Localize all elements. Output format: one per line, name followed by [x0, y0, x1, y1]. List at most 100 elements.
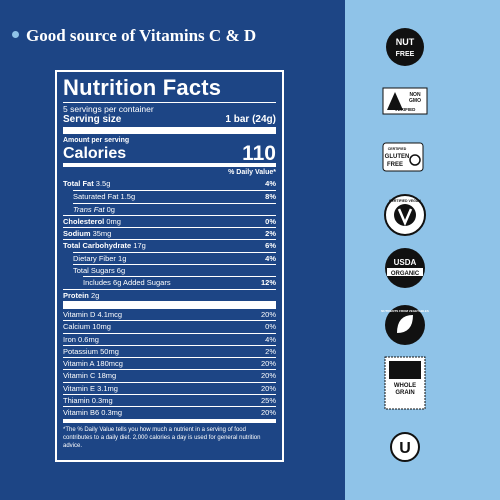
nutrient-name: Vitamin C — [63, 371, 96, 381]
nutrient-name: Vitamin D — [63, 309, 96, 319]
nutrient-row: Thiamin 0.3mg 25% — [63, 394, 276, 406]
nutrient: Protein 2g — [63, 290, 99, 301]
nutrient-name: Saturated Fat — [73, 192, 119, 202]
badge-text: FREE — [387, 162, 403, 168]
nutrient-row: Dietary Fiber 1g 4% — [73, 251, 276, 264]
nutrient-row: Protein 2g — [63, 288, 276, 301]
nutrient-amount: 180mcg — [96, 359, 123, 369]
badge-text: GLUTEN — [385, 154, 410, 160]
badge-text: U — [399, 440, 411, 457]
nutrient-row: Cholesterol 0mg 0% — [63, 214, 276, 227]
nutrient-amount: 3.5g — [95, 179, 111, 188]
nutrient-name: Total Fat — [63, 179, 94, 188]
nutrient-dv: 4% — [265, 334, 276, 344]
text: Calories — [63, 145, 127, 162]
servings: 5 servings per container — [63, 104, 154, 114]
nutrient: Sodium 35mg — [63, 228, 111, 239]
badge-text: USDA — [394, 258, 417, 267]
nutrient-dv: 8% — [265, 192, 276, 202]
nutrient-row: Calcium 10mg 0% — [63, 320, 276, 332]
nutrient-dv: 4% — [265, 253, 276, 263]
vitamins: Vitamin D 4.1mcg 20% Calcium 10mg 0% Iron 0.… — [63, 307, 276, 419]
nutrient-row: Includes 6g Added Sugars 12% — [83, 276, 276, 288]
nutrient: Calcium 10mg — [63, 321, 111, 332]
nutrient-dv: 20% — [260, 309, 276, 319]
serving-size: Serving size 1 bar (24g) — [63, 114, 276, 127]
icon — [409, 154, 421, 166]
nutrient: Saturated Fat 1.5g — [73, 191, 135, 202]
nutrient-dv: 0% — [265, 216, 276, 226]
band — [387, 268, 423, 276]
nutrient-row: Iron 0.6mg 4% — [63, 332, 276, 345]
nutrient-dv: 0% — [265, 322, 276, 332]
nutrient-amount: 1.5g — [120, 192, 136, 202]
badge-text: FREE — [396, 51, 415, 58]
nutrient-dv: 4% — [265, 179, 276, 188]
icon — [389, 361, 421, 379]
nutrient-amount: 17g — [133, 241, 146, 251]
text: Serving size — [63, 114, 122, 125]
nutrient: Total Carbohydrate 17g — [63, 240, 146, 251]
bullet-text: Good source of Vitamins C & D — [26, 26, 257, 45]
nutrient: Vitamin D 4.1mcg — [63, 309, 122, 320]
calories: Calories 110 — [63, 142, 276, 165]
nutrient-row: Vitamin E 3.1mg 20% — [63, 381, 276, 394]
nutrient-name: Vitamin E — [63, 383, 95, 393]
nutrient-name: Includes 6g Added Sugars — [83, 278, 171, 288]
nutrients: Total Fat 3.5g 4% Saturated Fat 1.5g 8% Tran… — [63, 178, 276, 301]
nutrient-amount: 0.3mg — [101, 408, 123, 418]
nutrient: Iron 0.6mg — [63, 334, 99, 345]
nutrient-dv: 2% — [265, 346, 276, 356]
nutrient-amount: 35mg — [92, 229, 112, 239]
nutrient-amount: 3.1mg — [97, 383, 118, 393]
nutrient-row: Vitamin B6 0.3mg 20% — [63, 406, 276, 418]
badge-text: GMO — [409, 98, 421, 104]
nutrient-row: Total Sugars 6g — [73, 264, 276, 276]
nutrient-amount: 6g — [116, 266, 126, 276]
nutrient-row: Trans Fat 0g — [73, 202, 276, 215]
rule — [63, 127, 276, 134]
amount: Amount per serving — [63, 137, 130, 144]
badge — [390, 432, 420, 462]
icon — [397, 315, 413, 333]
nutrient-amount: 0g — [106, 204, 115, 214]
nutrient-name: Iron — [63, 334, 76, 344]
badges: NUT FREE NON GMO VERIFIED CERTIFIED GLUT… — [381, 28, 429, 462]
nutrient-amount: 1g — [118, 253, 127, 263]
nutrient-name: Total Carbohydrate — [63, 241, 132, 251]
nutrient-amount: 0mg — [106, 216, 121, 226]
badge-text: GRAIN — [395, 390, 414, 396]
nutrient-dv: 20% — [260, 359, 276, 369]
nutrient-name: Potassium — [63, 346, 99, 356]
nutrient: Dietary Fiber 1g — [73, 253, 126, 264]
nutrient-dv: 12% — [260, 278, 276, 288]
nutrient: Trans Fat 0g — [73, 204, 115, 215]
nutrient: Includes 6g Added Sugars — [83, 277, 171, 288]
nutrient-row: Total Fat 3.5g 4% — [63, 178, 276, 190]
nutrient: Vitamin B6 0.3mg — [63, 407, 122, 418]
nutrient: Total Sugars 6g — [73, 265, 125, 276]
nutrient: Cholesterol 0mg — [63, 216, 121, 227]
nutrient-amount: 4.1mcg — [97, 309, 123, 319]
left-panel: Good source of Vitamins C & D Nutrition … — [0, 0, 345, 500]
nutrient-name: Total Sugars — [73, 266, 115, 276]
nutrient-dv: 20% — [260, 383, 276, 393]
nutrient-row: Vitamin A 180mcg 20% — [63, 357, 276, 369]
nutrient: Potassium 50mg — [63, 346, 119, 357]
icon — [387, 92, 403, 110]
badge-text: NUTRIENTS FROM VEGETABLES — [381, 309, 429, 313]
nutrient-dv: 2% — [265, 229, 276, 239]
badge-text: NON — [409, 92, 421, 98]
nutrient-name: Sodium — [63, 229, 91, 239]
footnote: *The % Daily Value tells you how much a … — [63, 418, 276, 450]
text: 1 bar (24g) — [225, 114, 276, 125]
badge-text: NUT — [396, 37, 415, 47]
nutrient-row: Saturated Fat 1.5g 8% — [73, 190, 276, 202]
text: 110 — [242, 142, 276, 165]
nutrient-amount: 18mg — [97, 371, 117, 381]
nutrient-dv: 6% — [265, 241, 276, 251]
label-title: Nutrition Facts — [63, 72, 276, 103]
nutrient-amount: 0.3mg — [91, 396, 113, 406]
nutrient-amount: 0.6mg — [78, 334, 99, 344]
badge — [386, 28, 424, 66]
